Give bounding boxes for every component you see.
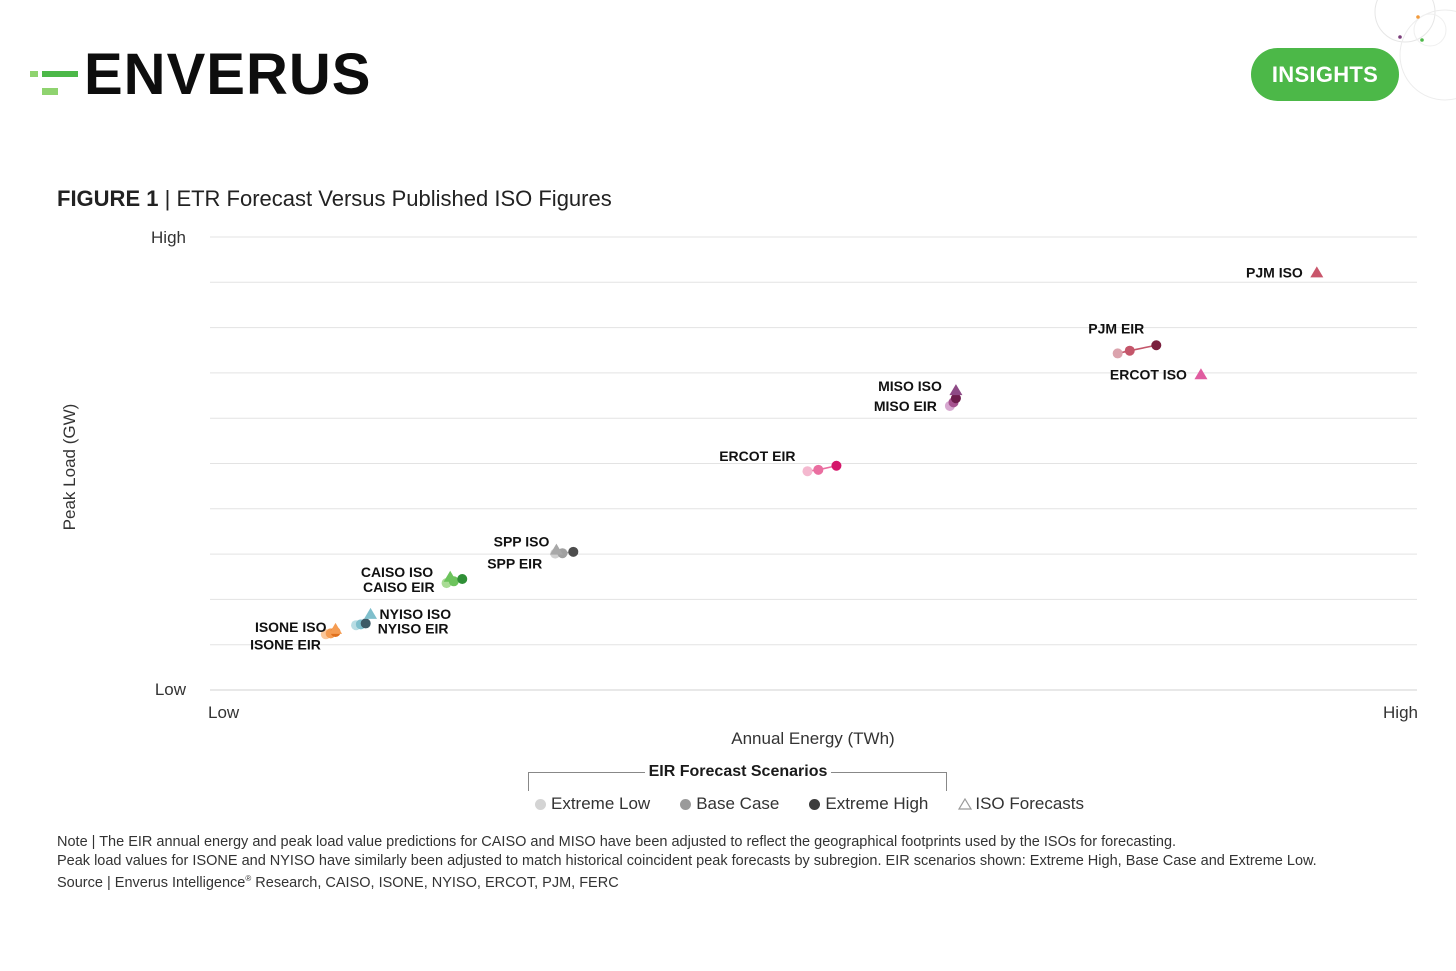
extreme-high-point[interactable] — [950, 393, 961, 404]
gridlines — [210, 236, 1417, 691]
extreme-high-swatch-icon — [809, 798, 821, 810]
extreme-high-point[interactable] — [568, 546, 579, 557]
point-label-miso-iso: MISO ISO — [878, 378, 942, 394]
legend-label: Extreme High — [825, 794, 929, 813]
series-ercot-eir[interactable] — [802, 460, 842, 477]
point-label-spp-iso: SPP ISO — [494, 534, 550, 550]
figure-separator: | — [164, 186, 171, 211]
extreme-low-point[interactable] — [802, 466, 813, 477]
legend: Extreme Low Base Case Extreme High ISO F… — [535, 792, 1084, 816]
scenario-connector — [1117, 344, 1157, 355]
point-label-nyiso-eir: NYISO EIR — [378, 620, 449, 636]
legend-label: Base Case — [696, 794, 780, 813]
series-isone-iso[interactable] — [329, 622, 343, 634]
extreme-high-point[interactable] — [831, 460, 842, 471]
iso-forecast-point[interactable] — [949, 384, 963, 396]
series-caiso-iso[interactable] — [443, 570, 457, 582]
series-miso-iso[interactable] — [949, 384, 963, 396]
iso-forecast-point[interactable] — [364, 607, 378, 619]
legend-item-base-case[interactable]: Base Case — [680, 794, 779, 814]
figure-notes: Note | The EIR annual energy and peak lo… — [57, 833, 1317, 892]
legend-item-iso-forecasts[interactable]: ISO Forecasts — [958, 794, 1084, 814]
point-label-miso-eir: MISO EIR — [874, 398, 937, 414]
extreme-low-swatch-icon — [535, 798, 546, 810]
note-line-1: Note | The EIR annual energy and peak lo… — [57, 834, 1177, 850]
iso-forecast-point[interactable] — [1194, 368, 1208, 380]
extreme-high-point[interactable] — [457, 574, 468, 585]
x-axis-label: Annual Energy (TWh) — [731, 729, 894, 748]
point-label-caiso-iso: CAISO ISO — [361, 564, 433, 580]
y-tick-high: High — [151, 228, 186, 247]
series-pjm-iso[interactable] — [1310, 266, 1324, 278]
iso-forecast-point[interactable] — [329, 622, 343, 634]
figure-label: FIGURE 1 — [57, 186, 159, 211]
figure-title: FIGURE 1 | ETR Forecast Versus Published… — [57, 186, 612, 212]
enverus-logo[interactable]: ENVERUS — [30, 44, 370, 106]
registered-mark: ® — [245, 874, 252, 883]
iso-forecast-point[interactable] — [549, 543, 563, 555]
legend-label: Extreme Low — [551, 794, 651, 813]
insights-badge[interactable]: INSIGHTS — [1251, 48, 1399, 101]
source-prefix: Source | Enverus Intelligence — [57, 874, 246, 891]
note-line-2: Peak load values for ISONE and NYISO hav… — [57, 852, 1317, 869]
y-tick-low: Low — [155, 680, 187, 699]
point-label-pjm-eir: PJM EIR — [1088, 320, 1144, 336]
extreme-high-point[interactable] — [1151, 340, 1162, 351]
logo-mark-icon — [30, 71, 78, 95]
extreme-low-point[interactable] — [1112, 348, 1123, 359]
series-pjm-eir[interactable] — [1112, 340, 1162, 359]
y-axis-label: Peak Load (GW) — [60, 404, 79, 531]
base-case-point[interactable] — [1124, 345, 1135, 356]
iso-forecast-triangle-icon — [958, 798, 973, 810]
legend-item-extreme-low[interactable]: Extreme Low — [535, 794, 650, 814]
series-spp-iso[interactable] — [549, 543, 563, 555]
point-labels: PJM EIR ERCOT EIR MISO EIR SPP EIR CAISO EIR… — [250, 264, 1303, 652]
series-layer — [320, 266, 1324, 640]
network-decoration-icon — [1374, 0, 1456, 101]
point-label-nyiso-iso: NYISO ISO — [380, 606, 452, 622]
point-label-isone-iso: ISONE ISO — [255, 619, 327, 635]
source-line: Source | Enverus Intelligence® Research,… — [57, 870, 1317, 892]
brand-name: ENVERUS — [84, 42, 372, 107]
series-nyiso-eir[interactable] — [351, 618, 371, 631]
point-label-pjm-iso: PJM ISO — [1246, 264, 1303, 280]
series-miso-eir[interactable] — [944, 393, 961, 411]
legend-item-extreme-high[interactable]: Extreme High — [809, 794, 928, 814]
iso-forecast-point[interactable] — [443, 570, 457, 582]
base-case-point[interactable] — [813, 464, 824, 475]
series-nyiso-iso[interactable] — [364, 607, 378, 619]
point-label-ercot-iso: ERCOT ISO — [1110, 366, 1187, 382]
base-case-swatch-icon — [680, 798, 692, 810]
source-suffix: Research, CAISO, ISONE, NYISO, ERCOT, PJ… — [251, 874, 619, 891]
legend-label: ISO Forecasts — [975, 794, 1084, 813]
extreme-high-point[interactable] — [360, 618, 371, 629]
iso-forecast-point[interactable] — [1310, 266, 1324, 278]
point-label-spp-eir: SPP EIR — [487, 556, 542, 572]
x-tick-low: Low — [208, 703, 240, 722]
legend-bracket — [528, 772, 947, 791]
point-label-ercot-eir: ERCOT EIR — [719, 448, 795, 464]
x-tick-high: High — [1383, 703, 1418, 722]
point-label-caiso-eir: CAISO EIR — [363, 579, 435, 595]
point-label-isone-eir: ISONE EIR — [250, 636, 321, 652]
figure-title-text: ETR Forecast Versus Published ISO Figure… — [176, 186, 612, 211]
series-ercot-iso[interactable] — [1194, 368, 1208, 380]
